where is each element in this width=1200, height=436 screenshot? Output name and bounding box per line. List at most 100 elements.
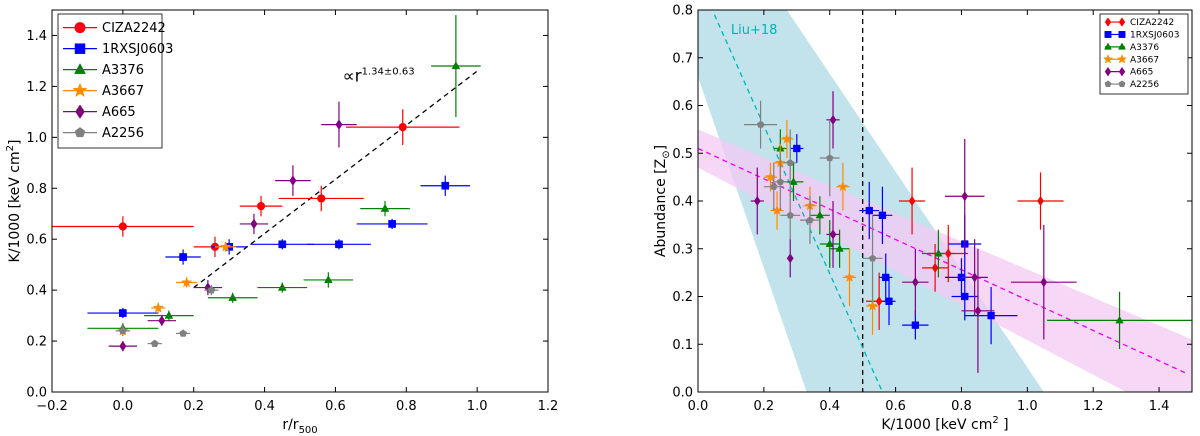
- y-tick-label: 0.0: [26, 386, 47, 401]
- data-point-1RXSJ0603-6: [441, 181, 450, 190]
- y-tick-label: 1.0: [26, 131, 47, 146]
- legend-marker-A2256: [74, 127, 86, 138]
- data-point-A3667-1: [152, 302, 164, 313]
- series-A2256: [115, 285, 219, 347]
- legend-label-A3667: A3667: [102, 84, 144, 99]
- data-point-CIZA2242-4: [1037, 195, 1044, 207]
- data-point-CIZA2242-3: [317, 194, 326, 203]
- data-point-A3376-3: [825, 239, 834, 247]
- chart-panel-1: −0.2 0.0 0.2 0.4 0.6 0.8 1.0 1.20.00.20.40.60.8…: [5, 9, 558, 436]
- legend-marker-1RXSJ0603: [1104, 31, 1112, 38]
- data-point-A665-8: [1040, 277, 1048, 288]
- y-tick-label: 0.2: [672, 290, 693, 305]
- series-A2256: [744, 100, 883, 302]
- legend-label-A2256: A2256: [102, 126, 144, 141]
- data-point-A3667-5: [837, 181, 849, 192]
- y-tick-label: 0.4: [26, 284, 47, 299]
- x-tick-label: 0.0: [688, 399, 709, 414]
- data-point-A2256-4: [786, 211, 794, 219]
- series-CIZA2242: [865, 167, 1064, 330]
- data-point-A3667-2: [180, 276, 193, 288]
- annotation-exponent: 1.34±0.63: [362, 66, 415, 77]
- x-tick-label: 0.0: [113, 399, 134, 414]
- legend-label-CIZA2242: CIZA2242: [1130, 18, 1174, 28]
- fit-line-1: [193, 70, 478, 289]
- data-point-1RXSJ0603-1: [179, 253, 187, 261]
- data-point-A2256-0: [118, 326, 127, 335]
- data-point-A3376-5: [934, 248, 943, 257]
- x-tick-label: 1.4: [1149, 399, 1170, 414]
- data-point-A665-3: [829, 229, 837, 240]
- data-point-A2256-1: [770, 182, 778, 190]
- legend-marker-A3667: [1102, 53, 1114, 64]
- y-axis-label: Abundance [Z⊙]: [653, 145, 672, 257]
- legend-marker-A3667-2: [1116, 53, 1128, 64]
- y-axis-label-sub: ⊙: [661, 150, 672, 158]
- plot-frame: [51, 9, 549, 393]
- x-tick-label: 0.6: [885, 399, 906, 414]
- legend-marker-1RXSJ0603-2: [1118, 31, 1126, 38]
- data-point-1RXSJ0603-5: [388, 220, 396, 228]
- data-point-1RXSJ0603-2: [878, 211, 887, 219]
- x-axis-label-sup: 2: [992, 415, 998, 426]
- data-point-A665-5: [961, 191, 969, 202]
- data-point-A665-2: [829, 114, 837, 125]
- data-point-1RXSJ0603-3: [278, 240, 287, 249]
- x-axis-label-main: r/r: [282, 417, 298, 433]
- data-point-A2256-6: [826, 154, 834, 162]
- legend-label-1RXSJ0603: 1RXSJ0603: [1130, 30, 1179, 40]
- x-tick-label: 1.0: [467, 399, 488, 414]
- y-axis-label-sup: 2: [5, 145, 16, 151]
- data-point-1RXSJ0603-3: [882, 273, 890, 282]
- y-tick-label: 0.6: [26, 233, 47, 248]
- data-point-1RXSJ0603-0: [119, 309, 127, 317]
- y-axis-label-main: Abundance [Z: [653, 159, 669, 257]
- y-tick-label: 1.2: [26, 80, 47, 95]
- data-point-A2256-0: [756, 120, 765, 128]
- legend-box: [57, 13, 163, 149]
- series-1RXSJ0603: [87, 175, 471, 319]
- legend-marker-CIZA2242: [1104, 17, 1112, 27]
- data-point-1RXSJ0603-4: [885, 297, 893, 305]
- y-tick-label: 0.5: [672, 147, 693, 162]
- legend-marker-CIZA2242-2: [1118, 17, 1126, 27]
- data-point-A3667-3: [219, 240, 232, 252]
- legend-label-A3667: A3667: [1130, 55, 1159, 65]
- y-tick-label: 0.2: [26, 335, 47, 350]
- x-tick-label: 0.8: [396, 399, 417, 414]
- legend-marker-A665-2: [1118, 66, 1126, 77]
- x-axis-label-main: K/1000 [keV cm: [881, 417, 992, 433]
- legend-label-CIZA2242: CIZA2242: [102, 21, 166, 36]
- data-point-A3667-7: [867, 300, 878, 311]
- data-point-A2256-7: [868, 254, 877, 262]
- legend-label-A665: A665: [102, 105, 136, 120]
- data-point-A2256-3: [786, 158, 794, 166]
- x-tick-label: 0.2: [754, 399, 775, 414]
- x-tick-label: 1.0: [1017, 399, 1038, 414]
- confidence-band-2: [698, 129, 1192, 392]
- data-point-A665-4: [911, 277, 919, 288]
- x-axis-label-end: ]: [999, 417, 1009, 433]
- y-tick-label: 0.0: [672, 386, 693, 401]
- series-A665: [750, 91, 1077, 373]
- data-point-A2256-2: [179, 329, 187, 337]
- x-axis-label: K/1000 [keV cm2 ]: [881, 415, 1008, 433]
- data-point-A2256-1: [150, 339, 159, 347]
- data-point-CIZA2242-1: [908, 195, 916, 207]
- data-point-CIZA2242-2: [256, 201, 266, 211]
- y-tick-label: 0.3: [672, 242, 693, 257]
- data-point-A3376-4: [323, 275, 333, 284]
- data-point-A3376-6: [1115, 315, 1124, 324]
- legend-label-A665: A665: [1130, 68, 1153, 78]
- data-point-A3376-5: [380, 203, 390, 212]
- annotation-label: Liu+18: [731, 23, 778, 38]
- data-point-1RXSJ0603-9: [987, 311, 995, 320]
- data-point-CIZA2242-4: [398, 123, 407, 132]
- data-point-A665-0: [753, 195, 761, 207]
- data-point-1RXSJ0603-8: [961, 292, 969, 301]
- legend-marker-CIZA2242: [74, 22, 86, 34]
- series-A3376: [773, 129, 1192, 350]
- data-point-A665-3: [250, 218, 258, 230]
- series-CIZA2242: [52, 109, 460, 258]
